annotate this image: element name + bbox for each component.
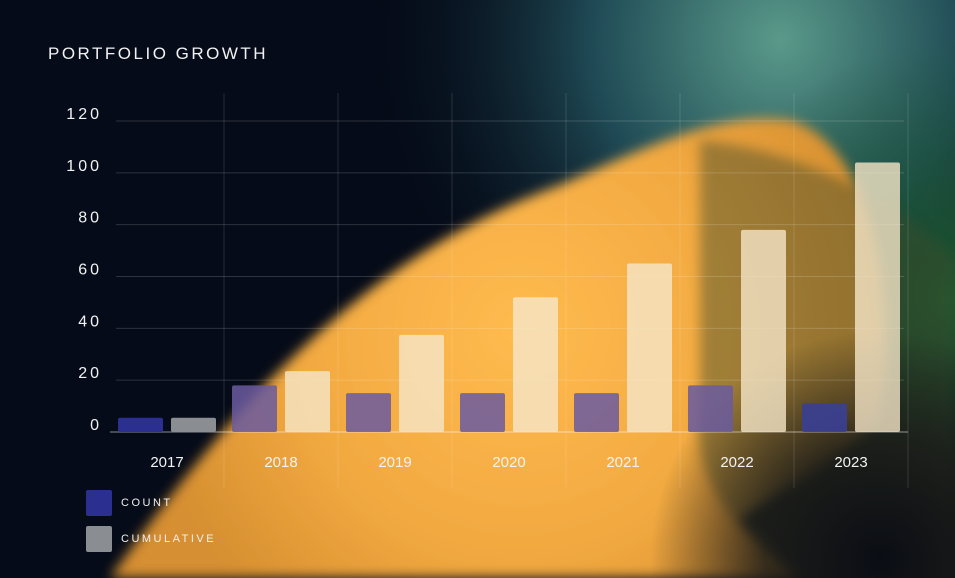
x-tick-label: 2021 [606,454,639,471]
bar-cumulative [741,229,786,432]
x-tick-label: 2017 [150,454,183,471]
y-tick-label: 20 [78,365,102,382]
legend-item-count: COUNT [86,485,216,521]
bar-count [574,393,619,432]
bar-cumulative [855,162,900,432]
x-tick-label: 2022 [720,454,753,471]
bar-count [460,393,505,432]
legend-swatch-count [86,490,112,516]
legend: COUNT CUMULATIVE [86,485,216,557]
x-tick-label: 2020 [492,454,525,471]
bar-count [802,403,847,432]
bar-count [688,385,733,432]
legend-item-cumulative: CUMULATIVE [86,521,216,557]
legend-swatch-cumulative [86,526,112,552]
y-tick-label: 100 [66,158,102,175]
bar-count [232,385,277,432]
legend-label-cumulative: CUMULATIVE [121,533,217,545]
bar-cumulative [399,334,444,432]
bar-cumulative [171,417,216,432]
y-tick-label: 60 [78,262,102,279]
bar-cumulative [285,371,330,432]
x-tick-label: 2019 [378,454,411,471]
bar-cumulative [513,297,558,432]
bar-count [346,393,391,432]
bar-cumulative [627,263,672,432]
chart-title: PORTFOLIO GROWTH [48,44,269,63]
x-tick-label: 2023 [834,454,867,471]
bar-count [118,417,163,432]
y-tick-label: 120 [66,106,102,123]
y-tick-label: 0 [90,417,102,434]
y-tick-label: 40 [78,313,102,330]
legend-label-count: COUNT [121,497,173,509]
x-tick-label: 2018 [264,454,297,471]
y-tick-label: 80 [78,210,102,227]
